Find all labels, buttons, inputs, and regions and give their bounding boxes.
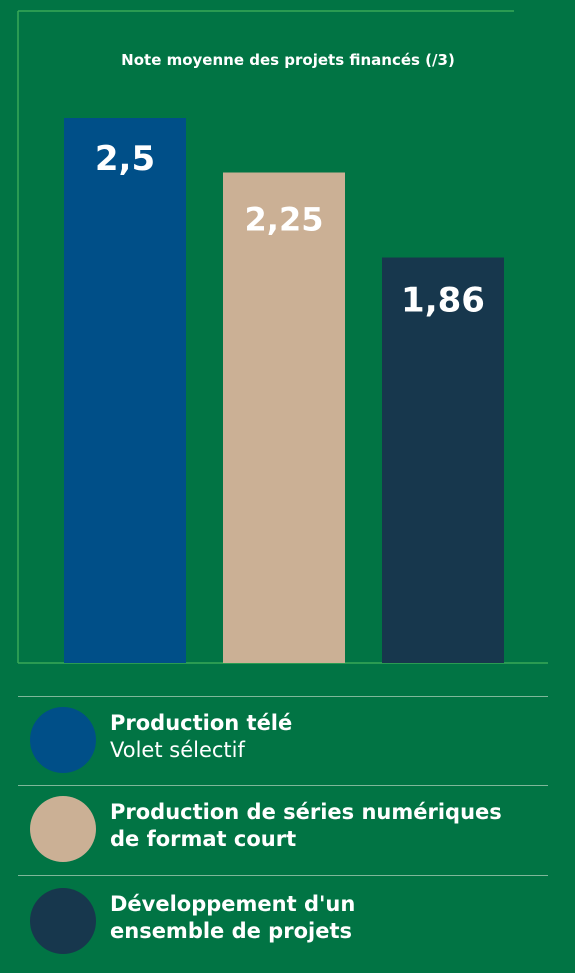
legend-line1: Développement d'un [110,892,356,916]
bar-2 [223,172,345,663]
legend-divider [18,875,548,876]
legend-item-developpement: Développement d'un ensemble de projets [0,885,575,973]
legend-label: Production télé Volet sélectif [110,710,292,764]
legend-line2: de format court [110,827,297,851]
legend-divider [18,785,548,786]
legend-line1: Production de séries numériques [110,800,502,824]
legend-label: Développement d'un ensemble de projets [110,891,355,945]
legend-divider [18,696,548,697]
bar-1 [64,118,186,663]
bar-chart: Note moyenne des projets financés (/3) 2… [17,10,548,664]
bar-3 [382,257,504,663]
legend-label: Production de séries numériques de forma… [110,799,502,853]
legend: Production télé Volet sélectif Productio… [0,680,575,959]
legend-swatch-blue [30,707,96,773]
chart-area: Note moyenne des projets financés (/3) 2… [17,10,548,664]
legend-swatch-navy [30,888,96,954]
bar-value-label-1: 2,5 [95,139,155,179]
legend-line1: Production télé [110,711,293,735]
legend-swatch-beige [30,796,96,862]
bar-value-label-2: 2,25 [245,201,324,239]
chart-title: Note moyenne des projets financés (/3) [121,51,455,69]
legend-item-series-numeriques: Production de séries numériques de forma… [0,795,575,883]
bar-value-label-3: 1,86 [401,281,485,321]
legend-item-production-tele: Production télé Volet sélectif [0,706,575,794]
legend-line2: ensemble de projets [110,919,352,943]
bars-group: 2,5 2,25 1,86 [64,118,504,663]
legend-line2: Volet sélectif [110,738,245,762]
